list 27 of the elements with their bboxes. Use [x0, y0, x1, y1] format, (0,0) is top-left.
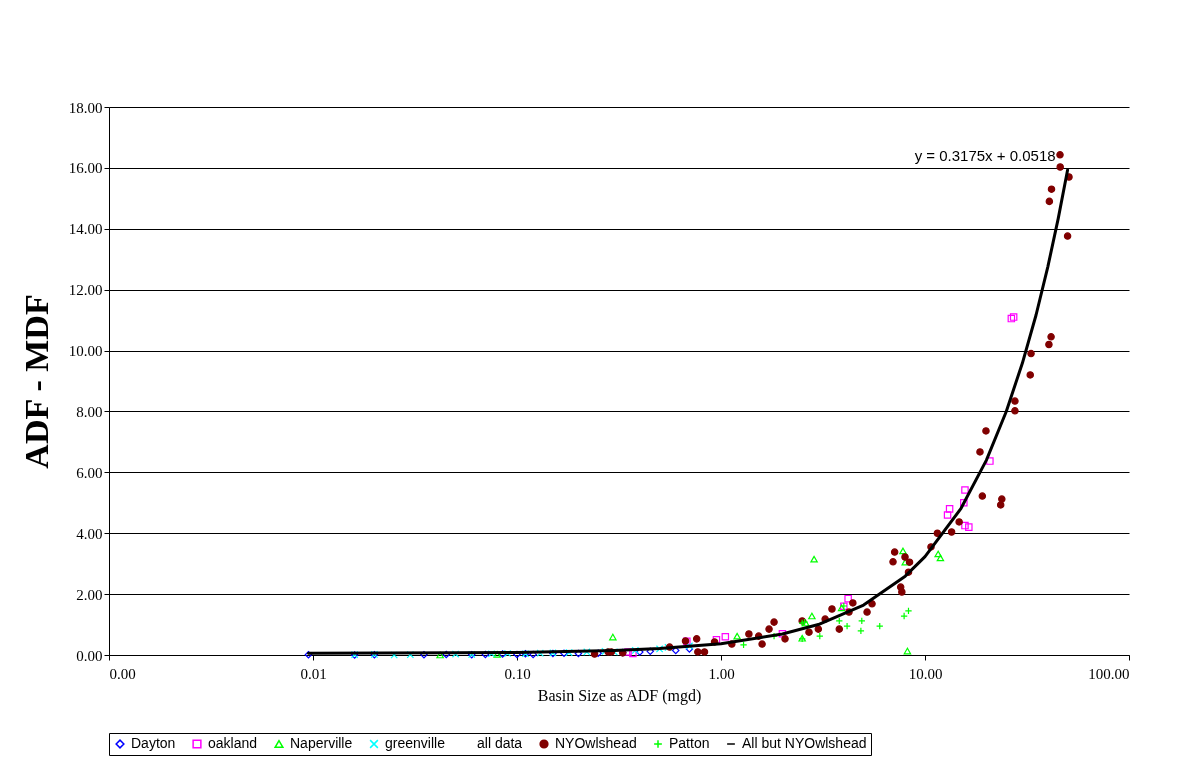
y-tick-label: 16.00: [68, 160, 103, 177]
x-tick-label: 0.10: [504, 665, 531, 682]
x-tick-label: 1.00: [708, 665, 735, 682]
y-tick-label: 2.00: [76, 586, 103, 603]
x-tick-label: 0.01: [300, 665, 327, 682]
text: all data: [477, 735, 523, 751]
legend-label: greenville: [385, 735, 446, 751]
y-tick-label: 12.00: [68, 282, 103, 299]
y-tick-label: 8.00: [76, 403, 103, 420]
y-tick-label: 14.00: [68, 221, 103, 238]
annotation: y = 0.3175x + 0.0518: [914, 146, 1056, 164]
x-axis-title: Basin Size as ADF (mgd): [537, 686, 702, 705]
y-axis-title: ADF - MDF: [17, 294, 55, 469]
legend-label: oakland: [208, 735, 258, 751]
y-tick-label: 18.00: [68, 99, 103, 116]
legend-label: Patton: [669, 735, 710, 751]
legend-label: NYOwlshead: [555, 735, 637, 751]
y-tick-label: 10.00: [68, 343, 103, 360]
x-tick-label: 100.00: [1088, 665, 1130, 682]
x-tick-label: 0.00: [109, 665, 136, 682]
legend-label: Dayton: [131, 735, 176, 751]
y-tick-label: 4.00: [76, 525, 103, 542]
y-tick-label: 0.00: [76, 647, 103, 664]
legend-label: All but NYOwlshead: [742, 735, 867, 751]
y-tick-label: 6.00: [76, 464, 103, 481]
legend-label: Naperville: [290, 735, 353, 751]
x-tick-label: 10.00: [908, 665, 943, 682]
